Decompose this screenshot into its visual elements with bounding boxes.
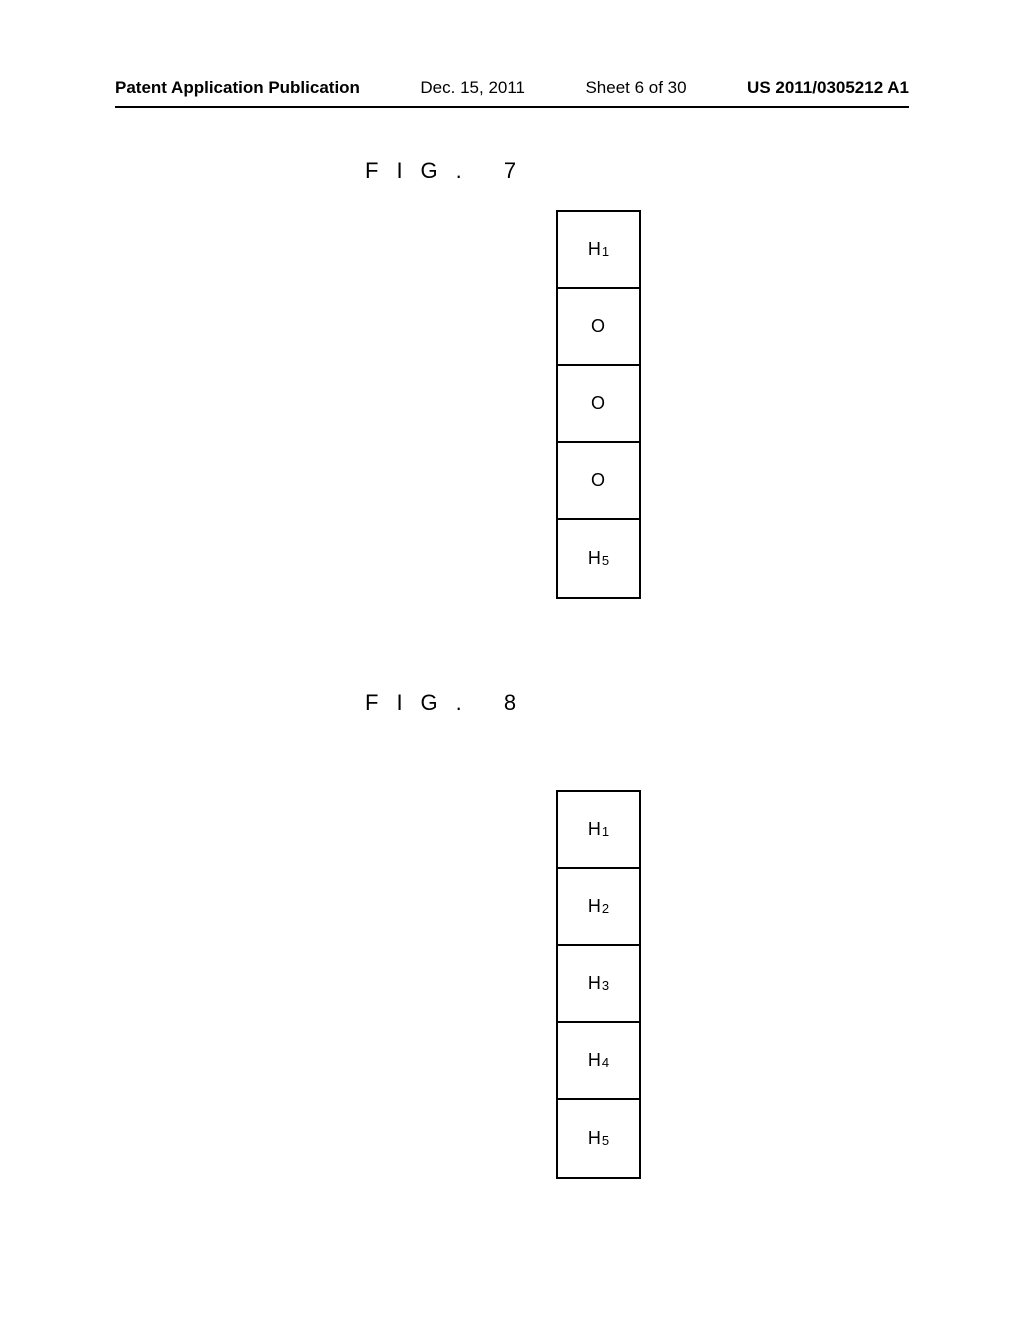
cell-main: H [588, 1128, 601, 1149]
cell-main: O [591, 393, 605, 414]
table-row: H4 [558, 1023, 639, 1100]
cell-main: H [588, 973, 601, 994]
table-row: O [558, 289, 639, 366]
header-divider [115, 106, 909, 108]
publication-label: Patent Application Publication [115, 78, 360, 98]
figure-7-title: FIG. 7 [365, 158, 534, 184]
cell-sub: 4 [602, 1055, 609, 1070]
figure-8-table: H1 H2 H3 H4 H5 [556, 790, 641, 1179]
cell-main: O [591, 470, 605, 491]
cell-sub: 2 [602, 901, 609, 916]
cell-main: O [591, 316, 605, 337]
figure-8-title: FIG. 8 [365, 690, 534, 716]
figure-7-table: H1 O O O H5 [556, 210, 641, 599]
publication-number: US 2011/0305212 A1 [747, 78, 909, 98]
table-row: H5 [558, 520, 639, 597]
table-row: H2 [558, 869, 639, 946]
cell-sub: 3 [602, 978, 609, 993]
cell-sub: 5 [602, 1133, 609, 1148]
cell-main: H [588, 1050, 601, 1071]
cell-main: H [588, 896, 601, 917]
cell-main: H [588, 548, 601, 569]
table-row: H3 [558, 946, 639, 1023]
table-row: H5 [558, 1100, 639, 1177]
cell-main: H [588, 819, 601, 840]
cell-sub: 1 [602, 244, 609, 259]
table-row: O [558, 366, 639, 443]
cell-main: H [588, 239, 601, 260]
page-header: Patent Application Publication Dec. 15, … [0, 78, 1024, 108]
table-row: H1 [558, 792, 639, 869]
header-row: Patent Application Publication Dec. 15, … [115, 78, 909, 98]
sheet-info: Sheet 6 of 30 [585, 78, 686, 98]
cell-sub: 1 [602, 824, 609, 839]
cell-sub: 5 [602, 553, 609, 568]
table-row: H1 [558, 212, 639, 289]
table-row: O [558, 443, 639, 520]
publication-date: Dec. 15, 2011 [420, 78, 525, 98]
